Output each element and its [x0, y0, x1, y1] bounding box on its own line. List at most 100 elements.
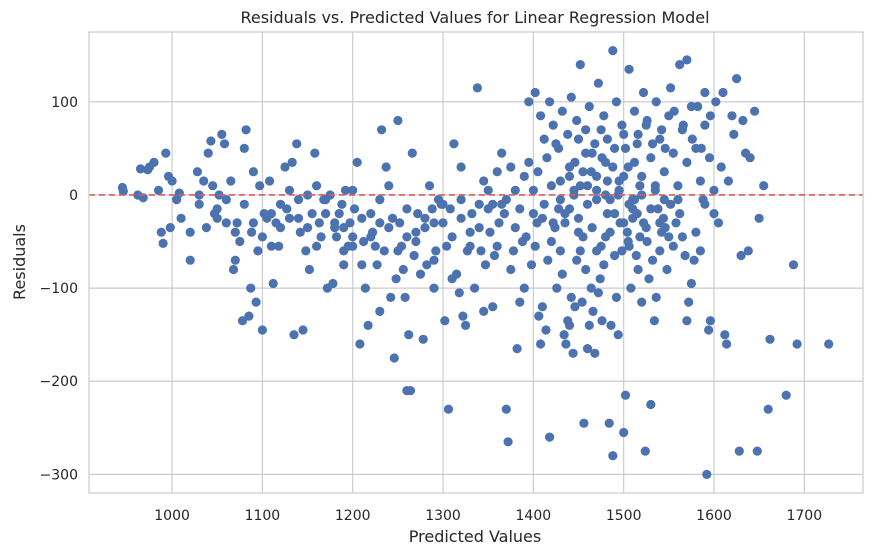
y-tick-label: −200: [40, 374, 78, 390]
y-tick-label: 0: [69, 188, 78, 204]
data-point: [310, 148, 320, 158]
data-point: [705, 316, 716, 326]
x-tick-label: 1700: [786, 508, 822, 524]
data-point: [275, 223, 286, 233]
data-point: [702, 469, 712, 479]
data-point: [620, 143, 631, 153]
data-point: [684, 297, 694, 307]
data-point: [548, 120, 558, 130]
data-point: [248, 167, 258, 177]
data-point: [519, 283, 529, 293]
data-point: [312, 241, 322, 251]
data-point: [167, 176, 177, 186]
data-point: [644, 274, 654, 284]
data-point: [316, 232, 326, 242]
data-point: [575, 181, 585, 191]
data-point: [622, 227, 632, 237]
data-point: [239, 199, 249, 209]
data-point: [284, 213, 295, 223]
data-point: [497, 148, 507, 158]
data-point: [552, 283, 562, 293]
data-point: [280, 162, 290, 172]
data-point: [135, 164, 146, 174]
data-point: [545, 432, 555, 442]
data-point: [586, 167, 596, 177]
data-point: [722, 339, 732, 349]
data-point: [384, 181, 394, 191]
data-point: [575, 60, 585, 70]
data-point: [678, 120, 688, 130]
data-point: [704, 325, 714, 335]
data-point: [536, 111, 546, 121]
data-point: [581, 264, 591, 275]
data-point: [337, 199, 347, 209]
data-point: [400, 292, 410, 302]
data-point: [537, 302, 548, 312]
data-point: [301, 246, 311, 256]
data-point: [492, 167, 502, 177]
data-point: [228, 264, 239, 275]
data-point: [515, 204, 525, 214]
data-point: [287, 157, 297, 167]
data-point: [637, 297, 647, 307]
data-point: [788, 260, 799, 270]
data-point: [461, 320, 471, 330]
data-point: [732, 74, 742, 84]
data-point: [590, 348, 600, 358]
data-point: [657, 125, 667, 135]
data-point: [251, 297, 261, 307]
data-point: [334, 209, 344, 219]
data-point: [393, 115, 403, 126]
y-tick-label: 100: [51, 95, 78, 111]
data-point: [265, 176, 275, 186]
data-point: [387, 213, 398, 223]
data-point: [524, 97, 534, 107]
data-point: [718, 87, 728, 98]
data-point: [456, 213, 466, 223]
data-point: [668, 241, 678, 251]
data-point: [646, 204, 656, 214]
data-point: [581, 125, 591, 135]
data-point: [587, 223, 597, 233]
data-point: [345, 218, 355, 228]
data-point: [530, 241, 540, 251]
plot-frame: [88, 31, 864, 494]
data-point: [641, 223, 651, 233]
data-point: [149, 157, 159, 167]
data-point: [377, 125, 387, 135]
y-axis-title: Residuals: [10, 224, 29, 300]
data-point: [646, 153, 656, 163]
data-point: [635, 232, 645, 242]
data-point: [295, 227, 305, 237]
data-point: [348, 232, 358, 242]
data-point: [611, 97, 622, 107]
y-tick-label: −100: [40, 281, 78, 297]
data-point: [176, 213, 186, 223]
data-point: [510, 185, 520, 195]
data-point: [564, 171, 575, 181]
data-point: [642, 115, 652, 126]
data-point: [275, 199, 286, 209]
data-point: [619, 129, 629, 139]
data-point: [312, 181, 322, 191]
data-point: [682, 55, 692, 65]
data-point: [515, 297, 525, 307]
data-point: [619, 218, 629, 228]
data-point: [192, 167, 202, 177]
data-point: [470, 283, 480, 293]
data-point: [413, 209, 423, 219]
data-point: [696, 143, 706, 153]
data-point: [474, 199, 484, 209]
data-point: [331, 232, 342, 242]
x-tick-label: 1500: [606, 508, 642, 524]
data-point: [255, 181, 265, 191]
data-point: [581, 148, 591, 158]
data-point: [314, 218, 324, 228]
data-point: [709, 185, 719, 195]
data-point: [745, 153, 755, 163]
data-point: [239, 143, 249, 153]
data-point: [604, 418, 614, 428]
data-point: [695, 246, 706, 256]
data-point: [824, 339, 834, 349]
data-point: [407, 148, 417, 158]
